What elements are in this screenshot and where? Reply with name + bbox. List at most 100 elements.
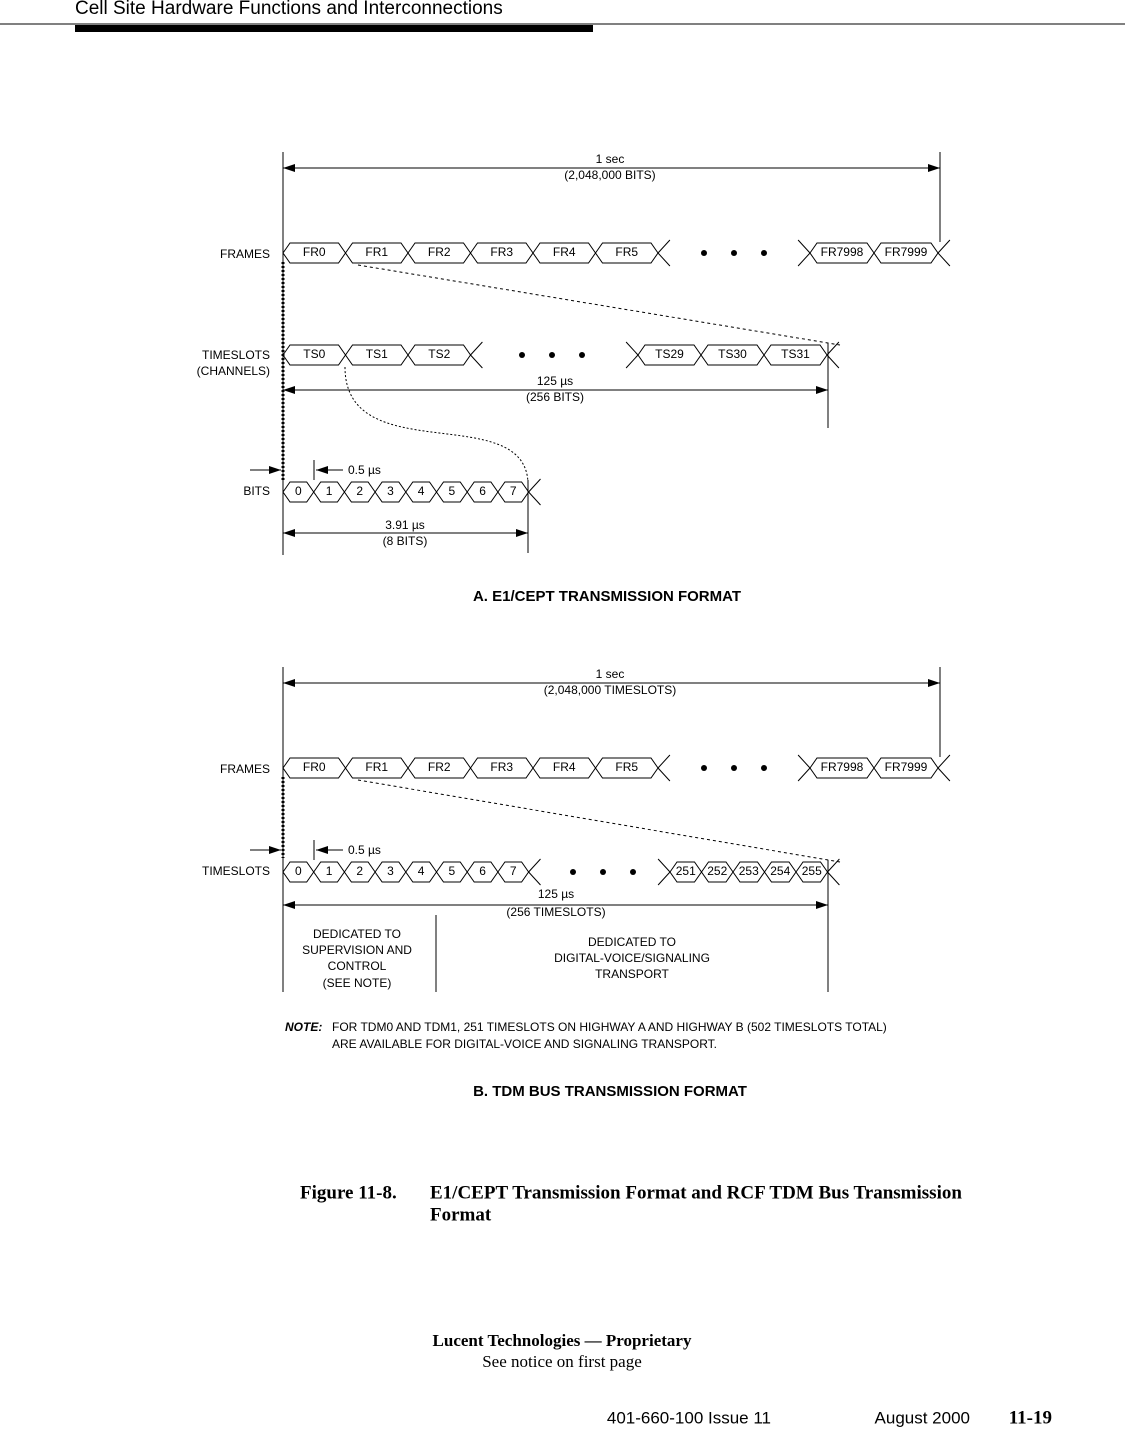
expand-line (357, 264, 841, 346)
diagram-caption: A. E1/CEPT TRANSMISSION FORMAT (473, 588, 741, 605)
cell-label: FR1 (365, 760, 388, 774)
cell-tail (657, 871, 671, 886)
expand-line (357, 779, 841, 863)
cell-tail (937, 754, 951, 769)
cell-tail (625, 341, 639, 356)
ellipsis-dot (570, 869, 576, 875)
cell-label: FR5 (615, 760, 638, 774)
cell-label: TS30 (718, 347, 747, 361)
cell-label: FR7998 (821, 245, 864, 259)
cell-label: FR3 (490, 760, 513, 774)
cell-label: FR0 (303, 760, 326, 774)
cell-label: TS29 (655, 347, 684, 361)
cell-label: TS0 (303, 347, 325, 361)
footer-company: Lucent Technologies — Proprietary (433, 1331, 692, 1350)
cell-tail (827, 858, 840, 873)
label: (2,048,000 TIMESLOTS) (544, 683, 677, 697)
cell-label: 7 (510, 864, 517, 878)
cell-tail (470, 354, 483, 369)
label: DIGITAL-VOICE/SIGNALING (554, 951, 710, 965)
cell-tail (826, 354, 840, 369)
cell-label: 254 (770, 864, 790, 878)
diagram-caption: B. TDM BUS TRANSMISSION FORMAT (473, 1083, 747, 1100)
label: 3.91 µs (385, 518, 425, 532)
label: TIMESLOTS (202, 348, 270, 362)
figure-title: E1/CEPT Transmission Format and RCF TDM … (430, 1182, 962, 1203)
header-title: Cell Site Hardware Functions and Interco… (75, 0, 503, 19)
label: DEDICATED TO (313, 927, 401, 941)
label: (256 TIMESLOTS) (506, 905, 605, 919)
cell-label: 0 (295, 864, 302, 878)
cell-label: 6 (479, 864, 486, 878)
cell-label: 2 (356, 484, 363, 498)
cell-label: 3 (387, 864, 394, 878)
cell-label: 1 (326, 484, 333, 498)
cell-tail (797, 754, 811, 769)
expand-curve (344, 366, 529, 484)
ellipsis-dot (600, 869, 606, 875)
cell-tail (528, 478, 541, 493)
cell-tail (528, 871, 541, 886)
cell-label: 7 (510, 484, 517, 498)
cell-tail (657, 252, 671, 267)
ellipsis-dot (579, 352, 585, 358)
label: TRANSPORT (595, 967, 669, 981)
cell-label: 255 (802, 864, 822, 878)
cell-label: TS1 (366, 347, 388, 361)
cell-tail (657, 858, 671, 873)
cell-label: 252 (707, 864, 727, 878)
label: 0.5 µs (348, 463, 381, 477)
label: DEDICATED TO (588, 935, 676, 949)
label: (SEE NOTE) (323, 976, 392, 990)
cell-tail (470, 341, 483, 356)
ellipsis-dot (630, 869, 636, 875)
cell-label: 4 (418, 864, 425, 878)
ellipsis-dot (519, 352, 525, 358)
ellipsis-dot (761, 250, 767, 256)
cell-tail (826, 341, 840, 356)
cell-tail (528, 491, 541, 506)
label: SUPERVISION AND (302, 943, 412, 957)
ellipsis-dot (701, 250, 707, 256)
label: CONTROL (328, 959, 387, 973)
cell-label: 4 (418, 484, 425, 498)
cell-label: 1 (326, 864, 333, 878)
cell-tail (827, 871, 840, 886)
cell-label: FR0 (303, 245, 326, 259)
label: (CHANNELS) (197, 364, 270, 378)
cell-label: FR3 (490, 245, 513, 259)
note-text: ARE AVAILABLE FOR DIGITAL-VOICE AND SIGN… (332, 1037, 717, 1051)
cell-tail (657, 754, 671, 769)
header-bar (75, 25, 593, 32)
cell-label: TS2 (428, 347, 450, 361)
cell-label: 251 (676, 864, 696, 878)
ellipsis-dot (731, 765, 737, 771)
cell-label: 5 (449, 864, 456, 878)
figure-number: Figure 11-8. (300, 1182, 397, 1203)
footer-notice: See notice on first page (482, 1352, 642, 1371)
cell-label: FR7998 (821, 760, 864, 774)
cell-label: 0 (295, 484, 302, 498)
cell-label: FR1 (365, 245, 388, 259)
cell-tail (937, 767, 951, 782)
cell-label: 6 (479, 484, 486, 498)
cell-tail (625, 354, 639, 369)
cell-tail (657, 239, 671, 254)
cell-tail (657, 767, 671, 782)
cell-label: 253 (739, 864, 759, 878)
cell-label: FR7999 (885, 760, 928, 774)
label: 1 sec (596, 152, 625, 166)
label: (8 BITS) (383, 534, 428, 548)
label: FRAMES (220, 762, 270, 776)
cell-label: FR2 (428, 760, 451, 774)
label: 125 µs (538, 887, 574, 901)
cell-tail (797, 239, 811, 254)
label: FRAMES (220, 247, 270, 261)
cell-label: FR4 (553, 245, 576, 259)
cell-label: 5 (449, 484, 456, 498)
cell-label: FR2 (428, 245, 451, 259)
cell-tail (797, 252, 811, 267)
cell-tail (937, 239, 951, 254)
label: TIMESLOTS (202, 864, 270, 878)
doc-date: August 2000 (875, 1408, 970, 1427)
